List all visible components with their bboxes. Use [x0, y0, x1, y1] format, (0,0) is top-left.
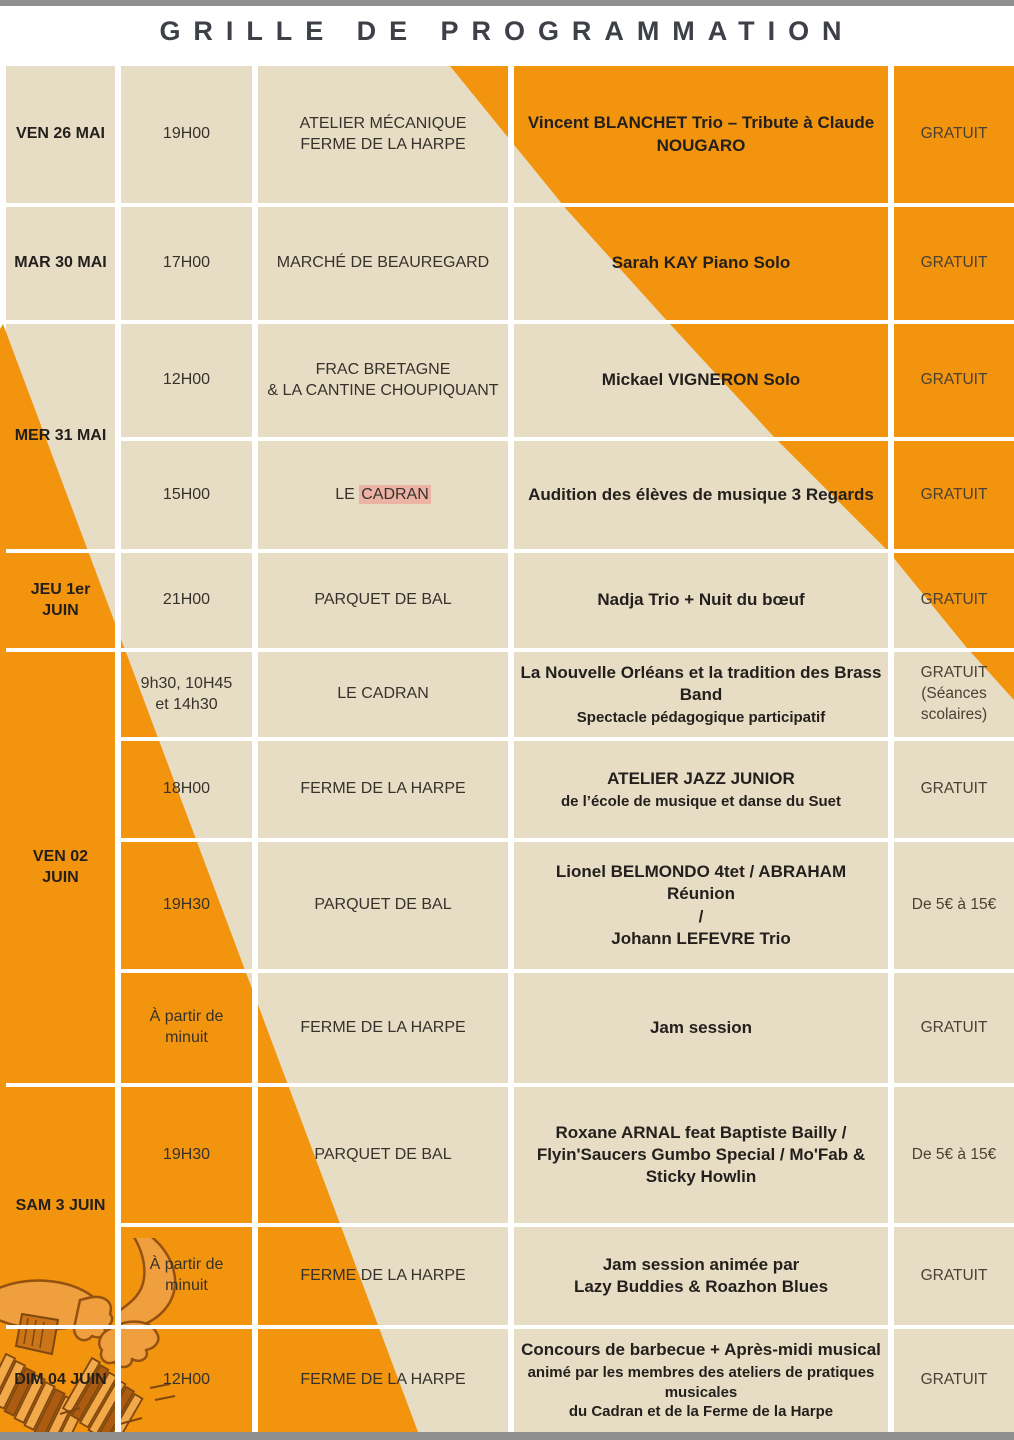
event-cell: La Nouvelle Orléans et la tradition des …: [514, 652, 888, 737]
venue-cell: FRAC BRETAGNE & LA CANTINE CHOUPIQUANT: [258, 324, 508, 437]
grid-line: [6, 1325, 1014, 1329]
venue-cell: MARCHÉ DE BEAUREGARD: [258, 207, 508, 320]
grid-line: [121, 969, 1014, 973]
venue-cell: PARQUET DE BAL: [258, 553, 508, 648]
piano-hands-illustration: [0, 1238, 177, 1440]
search-highlight: CADRAN: [359, 484, 431, 504]
grid-line: [121, 838, 1014, 842]
time-cell: 17H00: [121, 207, 252, 320]
event-cell: Roxane ARNAL feat Baptiste Bailly / Flyin…: [514, 1087, 888, 1223]
grid-line: [121, 437, 1014, 441]
top-edge-bar: [0, 0, 1014, 6]
event-cell: Lionel BELMONDO 4tet / ABRAHAM Réunion / J…: [514, 842, 888, 969]
grid-line: [6, 549, 1014, 553]
time-cell: 19H00: [121, 66, 252, 203]
grid-line: [508, 66, 514, 1432]
venue-cell: PARQUET DE BAL: [258, 842, 508, 969]
price-cell: De 5€ à 15€: [894, 842, 1014, 969]
venue-cell: LE CADRAN: [258, 652, 508, 737]
grid-line: [115, 66, 121, 1432]
bottom-edge-bar: [0, 1432, 1014, 1440]
grid-line: [252, 66, 258, 1432]
date-cell: VEN 26 MAI: [6, 66, 115, 203]
page-title: GRILLE DE PROGRAMMATION: [159, 16, 855, 46]
event-cell: ATELIER JAZZ JUNIOR de l’école de musique…: [514, 741, 888, 838]
price-cell: GRATUIT (Séances scolaires): [894, 652, 1014, 737]
event-cell: Concours de barbecue + Après-midi musica…: [514, 1329, 888, 1432]
grid-line: [121, 737, 1014, 741]
price-cell: GRATUIT: [894, 741, 1014, 838]
venue-cell: LE CADRAN: [258, 441, 508, 549]
price-cell: GRATUIT: [894, 1227, 1014, 1325]
grid-line: [6, 1083, 1014, 1087]
price-cell: GRATUIT: [894, 973, 1014, 1083]
date-cell: MAR 30 MAI: [6, 207, 115, 320]
grid-line: [6, 648, 1014, 652]
grid-line: [888, 66, 894, 1432]
time-cell: 21H00: [121, 553, 252, 648]
event-cell: Jam session: [514, 973, 888, 1083]
venue-cell: FERME DE LA HARPE: [258, 741, 508, 838]
price-cell: De 5€ à 15€: [894, 1087, 1014, 1223]
price-cell: GRATUIT: [894, 1329, 1014, 1432]
grid-line: [6, 320, 1014, 324]
event-cell: Nadja Trio + Nuit du bœuf: [514, 553, 888, 648]
venue-cell: FERME DE LA HARPE: [258, 973, 508, 1083]
time-cell: 15H00: [121, 441, 252, 549]
event-cell: Jam session animée par Lazy Buddies & Roa…: [514, 1227, 888, 1325]
time-cell: 12H00: [121, 324, 252, 437]
venue-cell: ATELIER MÉCANIQUE FERME DE LA HARPE: [258, 66, 508, 203]
grid-line: [6, 203, 1014, 207]
grid-line: [121, 1223, 1014, 1227]
